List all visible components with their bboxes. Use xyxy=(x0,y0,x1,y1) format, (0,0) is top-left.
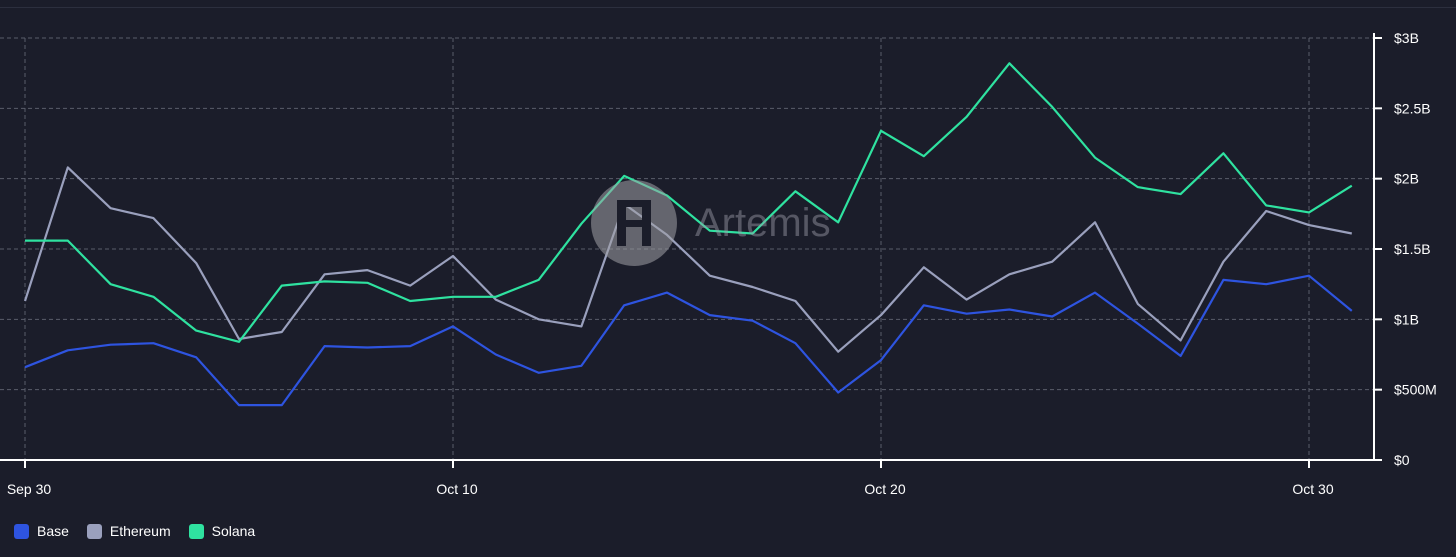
legend-item-solana[interactable]: Solana xyxy=(188,523,256,539)
y-tick-label: $2B xyxy=(1394,171,1419,187)
y-tick-label: $0 xyxy=(1394,452,1410,468)
y-tick-label: $500M xyxy=(1394,382,1437,398)
legend-item-ethereum[interactable]: Ethereum xyxy=(86,523,171,539)
series-lines xyxy=(23,62,1353,407)
x-tick-label: Oct 10 xyxy=(436,481,477,497)
y-tick-label: $2.5B xyxy=(1394,100,1431,116)
legend-label-solana: Solana xyxy=(211,523,256,539)
x-tick-label: Oct 30 xyxy=(1292,481,1333,497)
legend-item-base[interactable]: Base xyxy=(14,523,69,539)
artemis-watermark: Artemis xyxy=(591,180,831,266)
x-tick-label: Sep 30 xyxy=(7,481,52,497)
legend-swatch-ethereum xyxy=(86,523,102,539)
artemis-logo-icon xyxy=(591,180,677,266)
series-line-ethereum xyxy=(23,166,1353,353)
axes xyxy=(0,33,1382,468)
legend-label-base: Base xyxy=(37,523,69,539)
series-line-solana xyxy=(25,62,1353,343)
x-axis-tick-labels: Sep 30 Oct 10 Oct 20 Oct 30 xyxy=(7,481,1334,497)
chart-legend: Base Ethereum Solana xyxy=(14,523,273,539)
legend-swatch-solana xyxy=(188,523,204,539)
legend-swatch-base xyxy=(14,523,29,539)
series-line-base xyxy=(24,274,1353,407)
y-tick-label: $3B xyxy=(1394,30,1419,46)
watermark-text: Artemis xyxy=(695,200,831,245)
y-axis-tick-labels: $0 $500M $1B $1.5B $2B $2.5B $3B xyxy=(1394,30,1437,468)
y-tick-label: $1.5B xyxy=(1394,241,1431,257)
x-tick-label: Oct 20 xyxy=(864,481,905,497)
top-divider xyxy=(0,7,1456,8)
legend-label-ethereum: Ethereum xyxy=(109,523,171,539)
grid-lines xyxy=(0,37,1374,460)
y-tick-label: $1B xyxy=(1394,311,1419,327)
